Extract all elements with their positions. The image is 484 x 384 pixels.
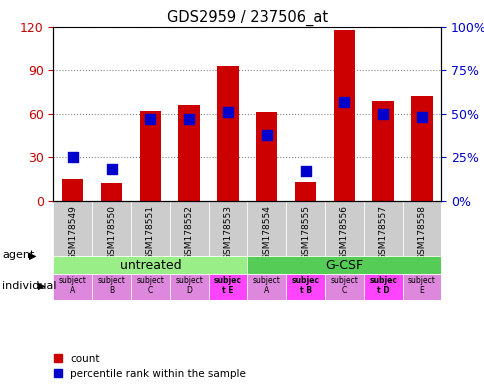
Bar [402,201,440,257]
Title: GDS2959 / 237506_at: GDS2959 / 237506_at [166,9,327,25]
Text: ▶: ▶ [29,250,36,260]
Text: agent: agent [2,250,35,260]
Bar [247,275,286,300]
Bar [53,257,247,275]
Text: GSM178552: GSM178552 [184,205,193,260]
Point [146,116,154,122]
Text: GSM178558: GSM178558 [417,205,425,260]
Bar [286,201,324,257]
Text: subjec
t D: subjec t D [368,276,396,295]
Bar [131,275,169,300]
Bar [92,201,131,257]
Point [417,114,425,120]
Text: GSM178550: GSM178550 [107,205,116,260]
Text: subject
D: subject D [175,276,203,295]
Bar [286,275,324,300]
Text: subjec
t E: subjec t E [213,276,242,295]
Text: untreated: untreated [119,259,181,272]
Bar [333,30,354,201]
Text: subject
E: subject E [407,276,435,295]
Bar [402,275,440,300]
Bar [410,96,432,201]
Text: GSM178549: GSM178549 [68,205,77,260]
Bar [363,275,402,300]
Bar [247,257,440,275]
Text: subject
A: subject A [252,276,280,295]
Bar [324,275,363,300]
Bar [372,101,393,201]
Text: ▶: ▶ [38,281,45,291]
Bar [208,275,247,300]
Bar [247,201,286,257]
Point [224,109,231,115]
Text: subject
C: subject C [136,276,164,295]
Point [301,168,309,174]
Bar [92,275,131,300]
Bar [208,201,247,257]
Text: GSM178556: GSM178556 [339,205,348,260]
Bar [139,111,161,201]
Text: GSM178553: GSM178553 [223,205,232,260]
Bar [62,179,83,201]
Text: individual: individual [2,281,57,291]
Text: subject
A: subject A [59,276,87,295]
Point [340,99,348,105]
Text: G-CSF: G-CSF [325,259,363,272]
Point [107,166,115,172]
Text: GSM178557: GSM178557 [378,205,387,260]
Bar [294,182,316,201]
Text: GSM178555: GSM178555 [301,205,309,260]
Bar [169,275,208,300]
Text: subject
B: subject B [97,276,125,295]
Point [378,111,386,117]
Bar [178,105,199,201]
Bar [217,66,238,201]
Bar [324,201,363,257]
Bar [256,113,277,201]
Text: subject
C: subject C [330,276,358,295]
Bar [53,275,92,300]
Point [262,132,270,138]
Point [69,154,76,161]
Bar [101,184,122,201]
Bar [363,201,402,257]
Legend: count, percentile rank within the sample: count, percentile rank within the sample [54,354,246,379]
Text: subjec
t B: subjec t B [291,276,319,295]
Bar [169,201,208,257]
Text: GSM178551: GSM178551 [146,205,154,260]
Point [185,116,193,122]
Bar [131,201,169,257]
Text: GSM178554: GSM178554 [262,205,271,260]
Bar [53,201,92,257]
